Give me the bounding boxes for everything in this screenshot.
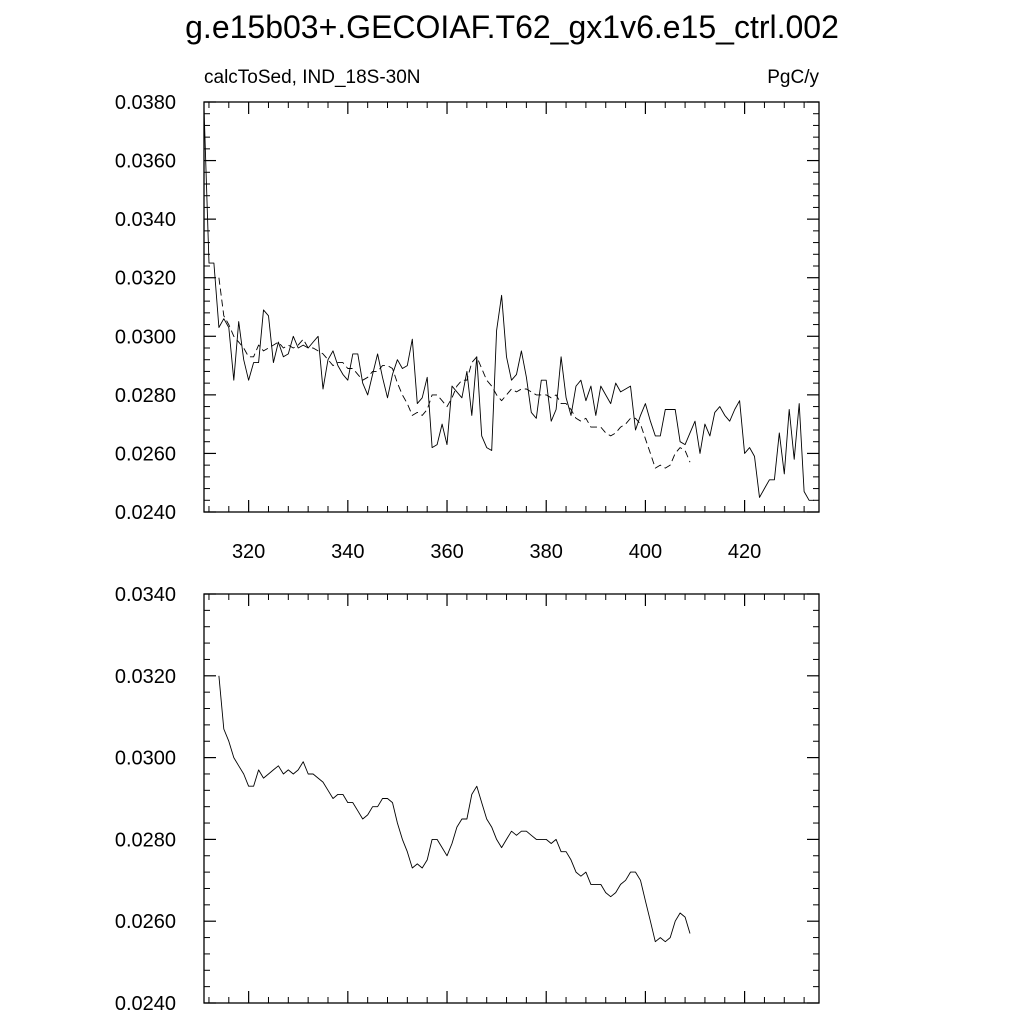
top-chart-x-tick-label: 340 (331, 541, 364, 563)
top-chart-y-tick-label: 0.0340 (115, 209, 176, 231)
figure-title: g.e15b03+.GECOIAF.T62_gx1v6.e15_ctrl.002 (185, 9, 839, 45)
top-chart-y-tick-label: 0.0360 (115, 151, 176, 173)
top-chart-dashed-line (218, 277, 691, 469)
top-chart-solid-line (203, 107, 814, 501)
top-chart-y-tick-label: 0.0300 (115, 326, 176, 348)
top-chart-y-tick-label: 0.0280 (115, 385, 176, 407)
top-chart-y-tick-label: 0.0260 (115, 443, 176, 465)
bottom-chart-y-tick-label: 0.0300 (115, 748, 176, 770)
bottom-chart-y-tick-label: 0.0340 (115, 584, 176, 606)
top-chart-x-tick-label: 320 (232, 541, 265, 563)
top-chart-x-tick-label: 380 (530, 541, 563, 563)
top-chart-x-tick-label: 360 (430, 541, 463, 563)
bottom-chart: 0.0240 0.0260 0.0280 0.0300 0.0320 0.0340 (115, 584, 820, 1015)
bottom-chart-y-tick-label: 0.0260 (115, 911, 176, 933)
top-chart-units-label: PgC/y (767, 67, 819, 88)
top-chart: calcToSed, IND_18S-30N PgC/y 320 340 360 38… (115, 67, 820, 563)
bottom-chart-solid-line (218, 675, 691, 943)
top-chart-left-label: calcToSed, IND_18S-30N (204, 67, 421, 88)
bottom-chart-y-tick-label: 0.0320 (115, 666, 176, 688)
top-chart-x-tick-label: 420 (728, 541, 761, 563)
top-chart-frame (203, 101, 820, 513)
top-chart-y-tick-label: 0.0320 (115, 268, 176, 290)
top-chart-x-tick-label: 400 (629, 541, 662, 563)
top-chart-y-tick-label: 0.0380 (115, 92, 176, 114)
top-chart-y-tick-label: 0.0240 (115, 502, 176, 524)
bottom-chart-y-tick-label: 0.0240 (115, 993, 176, 1015)
bottom-chart-y-tick-label: 0.0280 (115, 829, 176, 851)
bottom-chart-frame (203, 593, 820, 1004)
